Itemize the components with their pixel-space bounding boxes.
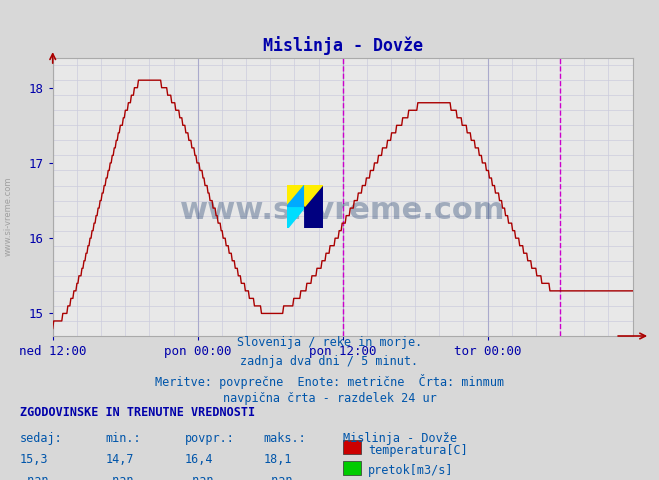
Title: Mislinja - Dovže: Mislinja - Dovže [263,36,422,55]
Text: www.si-vreme.com: www.si-vreme.com [180,196,505,225]
Text: -nan: -nan [185,474,213,480]
Text: -nan: -nan [20,474,48,480]
Text: zadnja dva dni / 5 minut.: zadnja dva dni / 5 minut. [241,355,418,368]
Text: navpična črta - razdelek 24 ur: navpična črta - razdelek 24 ur [223,392,436,406]
Text: www.si-vreme.com: www.si-vreme.com [3,176,13,256]
Text: Slovenija / reke in morje.: Slovenija / reke in morje. [237,336,422,349]
Text: ZGODOVINSKE IN TRENUTNE VREDNOSTI: ZGODOVINSKE IN TRENUTNE VREDNOSTI [20,406,255,419]
FancyBboxPatch shape [343,461,361,475]
Text: min.:: min.: [105,432,141,444]
Text: Mislinja - Dovže: Mislinja - Dovže [343,432,457,444]
Text: povpr.:: povpr.: [185,432,235,444]
Text: 15,3: 15,3 [20,453,48,466]
Text: 18,1: 18,1 [264,453,292,466]
Polygon shape [304,185,323,228]
Text: -nan: -nan [264,474,292,480]
Polygon shape [304,185,323,206]
Text: maks.:: maks.: [264,432,306,444]
Polygon shape [287,185,304,206]
Text: 16,4: 16,4 [185,453,213,466]
Text: pretok[m3/s]: pretok[m3/s] [368,464,453,477]
Polygon shape [287,206,304,228]
Text: 14,7: 14,7 [105,453,134,466]
Text: -nan: -nan [105,474,134,480]
Text: temperatura[C]: temperatura[C] [368,444,467,456]
Polygon shape [287,185,304,206]
FancyBboxPatch shape [343,440,361,454]
Text: sedaj:: sedaj: [20,432,63,444]
Text: Meritve: povprečne  Enote: metrične  Črta: minmum: Meritve: povprečne Enote: metrične Črta:… [155,373,504,389]
